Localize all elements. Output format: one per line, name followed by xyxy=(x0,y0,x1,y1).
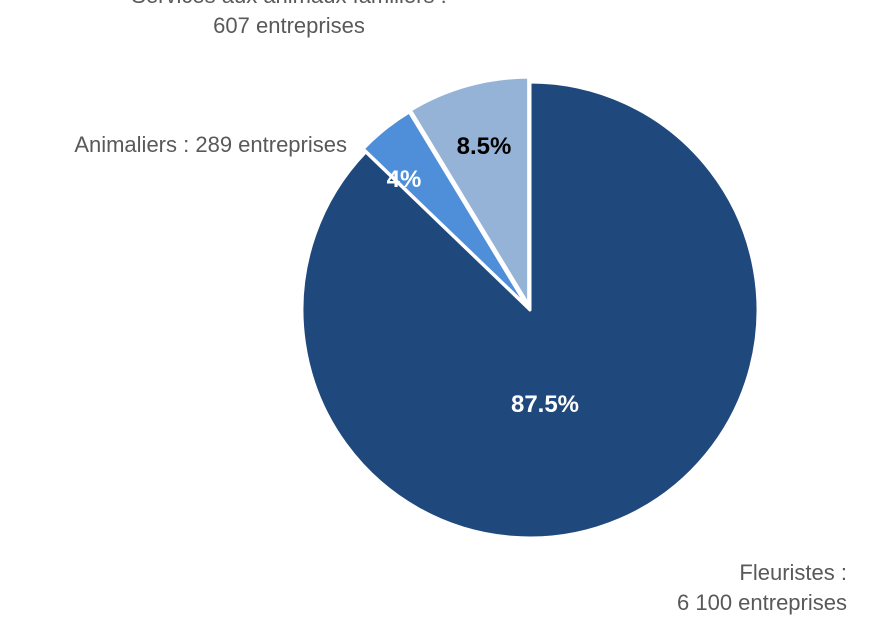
category-label: Services aux animaux familiers : 607 entr… xyxy=(131,0,446,38)
category-label: Fleuristes : 6 100 entreprises xyxy=(677,560,847,615)
category-label-line: Animaliers : 289 entreprises xyxy=(74,132,347,157)
pie-slice-services-aux-animaux-familiers xyxy=(408,75,531,307)
pie-slices xyxy=(300,75,760,540)
pie-slice-animaliers xyxy=(361,110,530,309)
category-label-line: Fleuristes : xyxy=(739,560,847,585)
percent-label: 87.5% xyxy=(511,391,579,418)
category-label: Animaliers : 289 entreprises xyxy=(74,132,347,157)
pie-slice-fleuristes xyxy=(300,80,760,540)
category-labels: Fleuristes : 6 100 entreprises Animaliers … xyxy=(74,0,847,615)
percent-label: 8.5% xyxy=(457,133,512,160)
category-label-line: Services aux animaux familiers : xyxy=(131,0,446,8)
percent-labels: 87.5% 4% 8.5% xyxy=(387,133,579,418)
category-label-line: 607 entreprises xyxy=(213,13,365,38)
percent-label: 4% xyxy=(387,166,422,193)
category-label-line: 6 100 entreprises xyxy=(677,590,847,615)
